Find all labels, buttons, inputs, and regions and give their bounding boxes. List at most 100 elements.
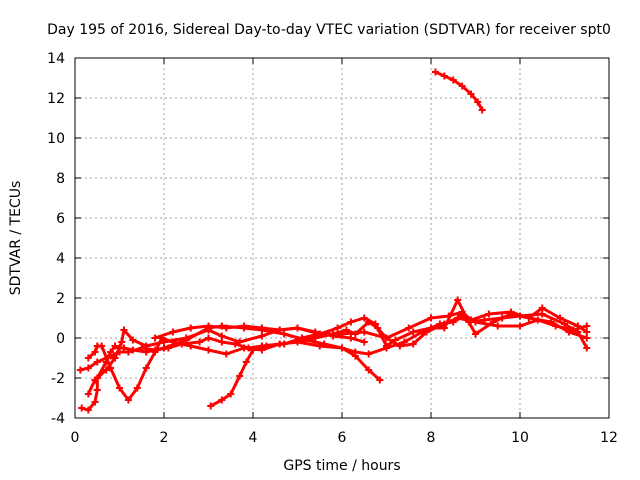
data-point [400, 338, 408, 346]
data-point [160, 338, 168, 346]
series-line [209, 298, 589, 408]
data-point [365, 366, 373, 374]
x-tick-label: 8 [427, 430, 436, 446]
data-point [262, 342, 270, 350]
data-point [240, 344, 248, 352]
data-point [454, 296, 462, 304]
data-point [409, 328, 417, 336]
data-point [472, 330, 479, 338]
data-point [120, 326, 128, 334]
data-point [449, 76, 457, 84]
data-point [218, 332, 226, 340]
data-point [436, 320, 444, 328]
data-point [516, 322, 524, 330]
data-point [151, 334, 159, 342]
data-point [142, 364, 150, 372]
data-point [160, 344, 168, 352]
data-point [440, 324, 448, 332]
data-point [427, 324, 435, 332]
data-point [111, 342, 119, 350]
data-point [583, 344, 591, 352]
data-point [218, 338, 226, 346]
y-tick-label: 14 [47, 51, 65, 67]
data-point [371, 320, 379, 328]
data-point [525, 314, 533, 322]
y-tick-label: -2 [51, 371, 65, 387]
chart-title: Day 195 of 2016, Sidereal Day-to-day VTE… [47, 22, 611, 38]
data-point [556, 314, 564, 322]
data-point [91, 348, 99, 356]
data-point [258, 332, 266, 340]
data-point [169, 328, 177, 336]
data-point [240, 322, 248, 330]
data-point [463, 314, 471, 322]
data-point [84, 354, 92, 362]
y-tick-label: 10 [47, 131, 65, 147]
data-point [196, 338, 204, 346]
data-point [467, 90, 475, 98]
data-series [76, 68, 591, 414]
data-point [347, 318, 355, 326]
y-tick-label: 4 [56, 251, 65, 267]
data-point [84, 406, 92, 414]
data-point [474, 98, 482, 106]
data-point [365, 350, 373, 358]
data-point [280, 330, 288, 338]
data-point [116, 384, 123, 392]
data-point [205, 334, 212, 342]
y-tick-label: 8 [56, 171, 65, 187]
data-point [494, 322, 502, 330]
data-point [485, 310, 493, 318]
y-tick-label: 0 [56, 331, 65, 347]
data-point [187, 324, 195, 332]
data-point [124, 396, 132, 404]
data-point [249, 346, 257, 354]
data-point [565, 328, 573, 336]
x-tick-label: 10 [511, 430, 529, 446]
data-point [142, 342, 150, 350]
data-point [107, 348, 115, 356]
data-point [334, 324, 342, 332]
data-point [347, 334, 355, 342]
data-point [489, 318, 497, 326]
data-point [227, 390, 235, 398]
x-tick-label: 6 [338, 430, 347, 446]
data-point [120, 344, 128, 352]
data-point [391, 336, 399, 344]
data-point [187, 342, 195, 350]
data-point [409, 340, 417, 348]
data-point [449, 318, 457, 326]
data-point [311, 328, 319, 336]
x-tick-label: 0 [71, 430, 80, 446]
data-point [431, 68, 439, 76]
data-point [118, 338, 126, 346]
series-track-6 [151, 322, 368, 346]
series-line [433, 70, 484, 112]
y-tick-label: 6 [56, 211, 65, 227]
data-point [205, 346, 212, 354]
y-tick-label: 12 [47, 91, 65, 107]
data-point [218, 396, 226, 404]
y-tick-label: 2 [56, 291, 65, 307]
data-point [76, 366, 84, 374]
data-point [91, 398, 99, 406]
x-tick-label: 4 [249, 430, 258, 446]
data-point [316, 342, 324, 350]
data-point [151, 348, 159, 356]
data-point [383, 342, 390, 350]
data-point [111, 354, 119, 362]
data-point [258, 324, 266, 332]
data-point [360, 338, 368, 346]
data-point [547, 318, 555, 326]
data-point [298, 334, 306, 342]
y-axis-label: SDTVAR / TECUs [8, 181, 24, 296]
data-point [205, 322, 212, 330]
data-point [480, 316, 488, 324]
data-point [538, 310, 546, 318]
data-point [478, 106, 486, 114]
data-point [360, 314, 368, 322]
data-point [538, 304, 546, 312]
data-point [84, 364, 92, 372]
x-axis-label: GPS time / hours [283, 458, 400, 474]
data-point [583, 328, 591, 336]
